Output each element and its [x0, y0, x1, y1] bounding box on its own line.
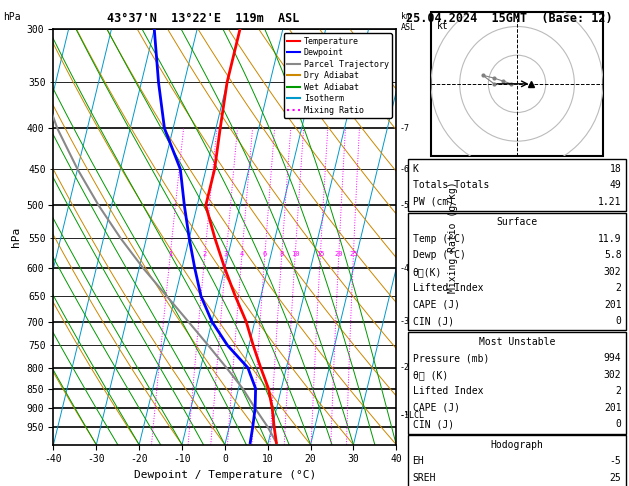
Text: 10: 10 [291, 251, 299, 257]
Text: 20: 20 [335, 251, 343, 257]
Text: 8: 8 [279, 251, 284, 257]
Text: Lifted Index: Lifted Index [413, 386, 483, 396]
Bar [431, 12, 603, 156]
Text: -5: -5 [399, 201, 409, 210]
Text: Surface: Surface [496, 217, 538, 227]
Text: CAPE (J): CAPE (J) [413, 403, 460, 413]
Legend: Temperature, Dewpoint, Parcel Trajectory, Dry Adiabat, Wet Adiabat, Isotherm, Mi: Temperature, Dewpoint, Parcel Trajectory… [284, 34, 392, 118]
Text: 302: 302 [604, 370, 621, 380]
Text: -1: -1 [399, 412, 409, 420]
Text: PW (cm): PW (cm) [413, 197, 454, 207]
Text: Temp (°C): Temp (°C) [413, 234, 465, 243]
Text: 4: 4 [240, 251, 244, 257]
Text: hPa: hPa [3, 12, 21, 22]
Text: Totals Totals: Totals Totals [413, 180, 489, 190]
Text: 18: 18 [610, 164, 621, 174]
Text: Dewp (°C): Dewp (°C) [413, 250, 465, 260]
Text: 1.21: 1.21 [598, 197, 621, 207]
Text: Lifted Index: Lifted Index [413, 283, 483, 293]
Text: kt: kt [437, 21, 448, 31]
Text: 43°37'N  13°22'E  119m  ASL: 43°37'N 13°22'E 119m ASL [107, 12, 299, 25]
Text: 25: 25 [349, 251, 357, 257]
Text: Pressure (mb): Pressure (mb) [413, 353, 489, 363]
Text: 2: 2 [616, 386, 621, 396]
Text: 15: 15 [316, 251, 325, 257]
Text: 25.04.2024  15GMT  (Base: 12): 25.04.2024 15GMT (Base: 12) [406, 12, 612, 25]
Text: K: K [413, 164, 418, 174]
Text: 994: 994 [604, 353, 621, 363]
Text: 0: 0 [616, 316, 621, 326]
Text: 25: 25 [610, 473, 621, 483]
Text: Most Unstable: Most Unstable [479, 337, 555, 347]
Text: km
ASL: km ASL [401, 12, 416, 32]
Text: -¹LCL: -¹LCL [399, 412, 424, 420]
Text: 302: 302 [604, 267, 621, 277]
Text: 49: 49 [610, 180, 621, 190]
Text: Hodograph: Hodograph [491, 440, 543, 450]
Text: -3: -3 [399, 317, 409, 326]
Text: 201: 201 [604, 403, 621, 413]
Text: 1: 1 [168, 251, 172, 257]
Text: -5: -5 [610, 456, 621, 466]
Text: EH: EH [413, 456, 425, 466]
Text: 2: 2 [203, 251, 207, 257]
Text: 0: 0 [616, 419, 621, 429]
Text: CAPE (J): CAPE (J) [413, 300, 460, 310]
Text: CIN (J): CIN (J) [413, 419, 454, 429]
Text: θᴇ(K): θᴇ(K) [413, 267, 442, 277]
Y-axis label: hPa: hPa [11, 227, 21, 247]
Text: SREH: SREH [413, 473, 436, 483]
Text: θᴇ (K): θᴇ (K) [413, 370, 448, 380]
Text: 6: 6 [262, 251, 267, 257]
Text: CIN (J): CIN (J) [413, 316, 454, 326]
Text: 3: 3 [224, 251, 228, 257]
Text: -2: -2 [399, 363, 409, 372]
Text: 11.9: 11.9 [598, 234, 621, 243]
Text: Mixing Ratio (g/kg): Mixing Ratio (g/kg) [448, 181, 458, 293]
Text: 2: 2 [616, 283, 621, 293]
Text: 201: 201 [604, 300, 621, 310]
Text: -6: -6 [399, 165, 409, 174]
Text: -4: -4 [399, 264, 409, 273]
Text: -7: -7 [399, 124, 409, 133]
X-axis label: Dewpoint / Temperature (°C): Dewpoint / Temperature (°C) [134, 470, 316, 480]
Text: 5.8: 5.8 [604, 250, 621, 260]
